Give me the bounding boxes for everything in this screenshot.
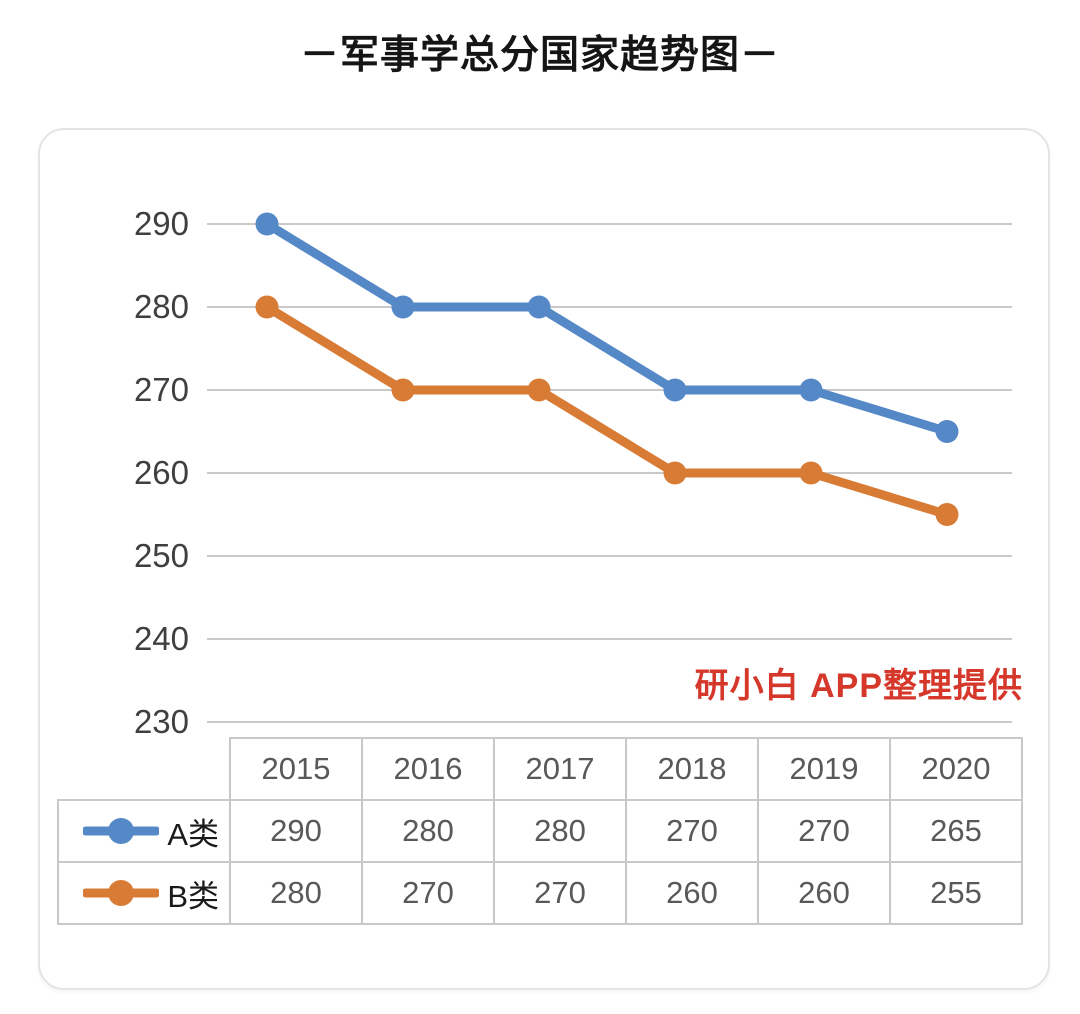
- year-header-cell: 2017: [493, 737, 627, 801]
- series-0-marker: [799, 378, 823, 402]
- series-1-marker: [527, 378, 551, 402]
- series-0-line: [262, 219, 952, 436]
- series-0-marker: [255, 212, 279, 236]
- legend-cell: A类: [57, 799, 231, 863]
- legend-label: B类: [167, 878, 219, 914]
- y-axis-tick-label: 230: [133, 703, 189, 740]
- series-0-marker: [527, 295, 551, 319]
- series-0-marker: [935, 420, 959, 443]
- y-axis-tick-label: 250: [133, 537, 189, 574]
- value-cell: 255: [889, 861, 1023, 925]
- series-1-marker: [391, 378, 415, 402]
- year-header-cell: 2019: [757, 737, 891, 801]
- series-0-marker: [663, 378, 687, 402]
- y-axis-tick-label: 240: [133, 620, 189, 657]
- year-header-cell: 2015: [229, 737, 363, 801]
- value-cell: 265: [889, 799, 1023, 863]
- legend-cell: B类: [57, 861, 231, 925]
- value-cell: 260: [757, 861, 891, 925]
- legend-key-icon: [83, 818, 160, 844]
- chart-card: 290 280 270 260 250 240 230 研小白 APP整理提供 2015 20…: [38, 128, 1050, 990]
- series-1-marker: [663, 461, 687, 485]
- value-cell: 280: [361, 799, 495, 863]
- table-row: A类 290 280 280 270 270 265: [57, 799, 1023, 863]
- value-cell: 270: [757, 799, 891, 863]
- value-cell: 260: [625, 861, 759, 925]
- legend-key-icon: [83, 880, 160, 906]
- y-axis-tick-label: 290: [133, 205, 189, 242]
- legend-label: A类: [167, 816, 219, 852]
- table-row: B类 280 270 270 260 260 255: [57, 861, 1023, 925]
- y-axis-tick-label: 270: [133, 371, 189, 408]
- y-axis-tick-label: 260: [133, 454, 189, 491]
- data-table: 2015 2016 2017 2018 2019 2020 A类 290 280 280 270 27…: [57, 737, 1023, 925]
- table-header-row: 2015 2016 2017 2018 2019 2020: [58, 737, 1023, 801]
- value-cell: 280: [493, 799, 627, 863]
- series-1-line: [262, 302, 952, 519]
- year-header-cell: 2018: [625, 737, 759, 801]
- series-0-marker: [391, 295, 415, 319]
- value-cell: 270: [493, 861, 627, 925]
- value-cell: 280: [229, 861, 363, 925]
- series-1-marker: [935, 503, 959, 526]
- table-blank-cell: [58, 738, 230, 800]
- y-axis-tick-label: 280: [133, 288, 189, 325]
- line-chart: [207, 212, 1012, 723]
- series-1-marker: [255, 295, 279, 319]
- value-cell: 290: [229, 799, 363, 863]
- value-cell: 270: [625, 799, 759, 863]
- watermark-text: 研小白 APP整理提供: [694, 667, 1023, 705]
- year-header-cell: 2016: [361, 737, 495, 801]
- series-1-marker: [799, 461, 823, 485]
- value-cell: 270: [361, 861, 495, 925]
- page-title: －军事学总分国家趋势图－: [299, 34, 780, 77]
- year-header-cell: 2020: [889, 737, 1023, 801]
